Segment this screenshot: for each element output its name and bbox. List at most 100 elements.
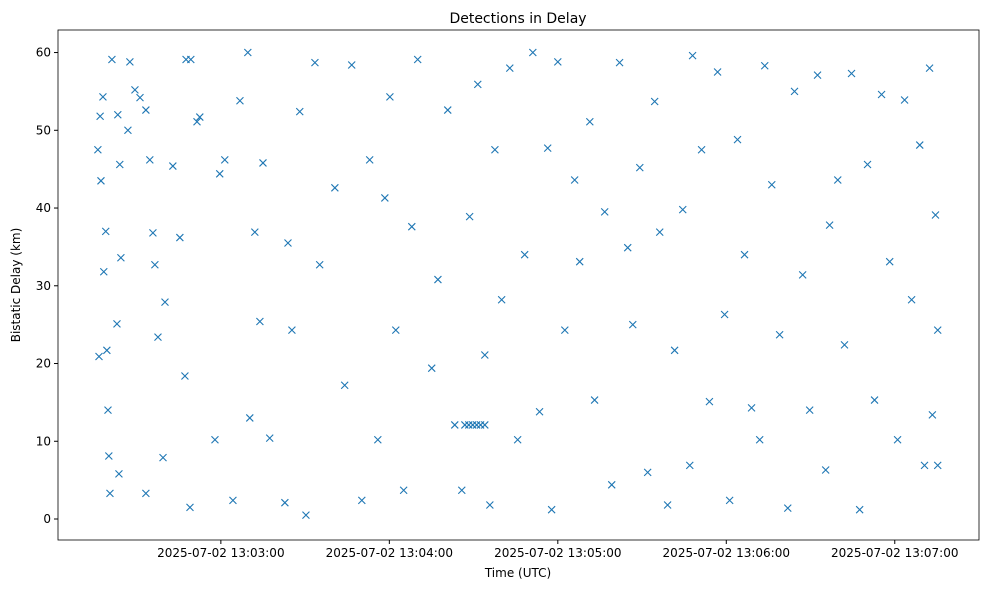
data-point [655, 228, 664, 237]
data-point [95, 352, 103, 361]
data-point [805, 406, 814, 415]
chart-title: Detections in Delay [449, 11, 586, 27]
data-point [755, 435, 764, 444]
data-point [623, 243, 632, 252]
data-point [933, 326, 942, 334]
data-point [175, 233, 184, 242]
y-axis-label: Bistatic Delay (km) [9, 228, 23, 343]
data-point [933, 461, 942, 470]
data-point [407, 222, 416, 231]
data-point [236, 96, 244, 105]
y-axis-ticks: 0 10 20 30 40 50 60 [36, 46, 58, 526]
data-point [193, 117, 201, 126]
data-point [720, 310, 729, 319]
data-point [347, 61, 356, 69]
x-tick-label: 2025-07-02 13:07:00 [831, 546, 958, 560]
data-point [161, 298, 169, 306]
data-point [280, 498, 289, 507]
data-point [102, 346, 111, 355]
data-point [590, 396, 599, 404]
data-point [615, 58, 624, 67]
data-point [250, 228, 259, 237]
data-point [513, 435, 522, 444]
data-point [259, 159, 267, 167]
data-point [141, 489, 150, 498]
data-point [760, 61, 769, 70]
plot-area [57, 29, 980, 541]
data-point [491, 145, 499, 154]
data-point [855, 505, 864, 514]
y-tick-label: 50 [36, 123, 51, 137]
data-point [181, 372, 189, 380]
data-point [186, 55, 195, 64]
data-point [220, 155, 229, 164]
data-point [497, 295, 506, 304]
data-point [288, 326, 296, 334]
data-point [600, 208, 609, 216]
data-point [464, 421, 473, 429]
data-point [485, 501, 494, 509]
data-point [528, 48, 537, 57]
data-point [413, 55, 422, 64]
x-tick-label: 2025-07-02 13:05:00 [494, 546, 621, 560]
data-point [380, 194, 389, 202]
y-tick-label: 10 [36, 434, 51, 448]
data-point [635, 163, 644, 172]
data-point [302, 511, 310, 520]
data-point [145, 155, 154, 164]
data-point [607, 480, 616, 489]
data-point [150, 260, 159, 269]
data-point [733, 135, 742, 144]
data-point [520, 250, 529, 259]
data-point [893, 435, 902, 444]
data-point [920, 461, 929, 470]
data-point [159, 453, 167, 462]
y-tick-label: 40 [36, 201, 51, 215]
data-point [460, 421, 469, 429]
data-point [585, 117, 594, 126]
data-point [900, 96, 909, 104]
data-point [783, 504, 792, 513]
data-point [663, 501, 672, 509]
data-point [473, 80, 482, 89]
data-point [117, 253, 125, 262]
data-point [265, 434, 274, 443]
data-point [570, 176, 579, 184]
data-point [340, 381, 349, 390]
data-point [256, 317, 264, 326]
data-point [547, 505, 556, 514]
y-tick-label: 0 [43, 512, 51, 526]
data-point [685, 461, 694, 470]
data-point [450, 421, 459, 429]
data-point [113, 110, 122, 119]
data-point [713, 68, 722, 76]
data-point [96, 112, 105, 121]
data-point [885, 257, 894, 266]
data-point [847, 69, 856, 78]
y-tick-label: 30 [36, 279, 51, 293]
data-point [543, 144, 552, 153]
data-point [472, 421, 481, 429]
data-point [245, 414, 254, 422]
data-point [243, 48, 252, 57]
data-point [99, 92, 107, 101]
data-point [104, 452, 113, 460]
data-point [211, 435, 219, 444]
data-point [427, 364, 436, 373]
data-point [840, 340, 849, 349]
data-point [863, 160, 872, 169]
data-point [386, 92, 394, 101]
data-point [747, 403, 756, 412]
data-point [725, 496, 734, 505]
data-point [650, 97, 659, 106]
data-point [124, 126, 132, 135]
data-point [790, 87, 799, 96]
x-axis-label: Time (UTC) [484, 566, 551, 580]
data-point [480, 421, 489, 429]
data-point [141, 106, 150, 114]
data-point [643, 468, 652, 477]
data-point [113, 319, 121, 328]
data-point [443, 106, 452, 114]
data-point [767, 180, 776, 189]
